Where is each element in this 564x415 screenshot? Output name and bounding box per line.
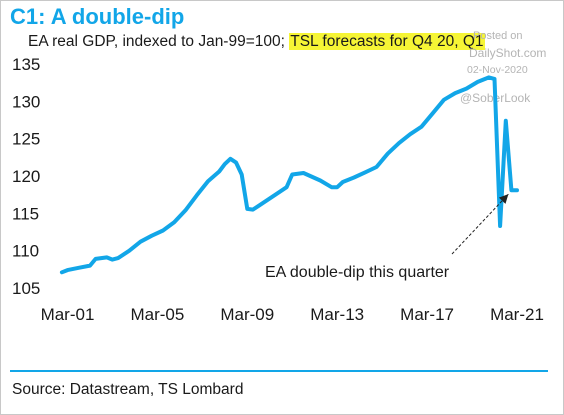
data-point [476,80,479,84]
data-point [274,193,277,196]
annotation-arrow-line [451,193,509,255]
data-point [60,271,64,274]
data-point [352,176,356,179]
y-tick-label: 105 [12,279,40,298]
annotation-arrowhead [498,194,509,204]
data-point [431,112,434,115]
data-point [150,234,153,237]
x-tick-label: Mar-09 [220,305,274,324]
data-point [453,91,457,95]
data-point [493,77,496,81]
data-point [285,186,288,189]
x-tick-label: Mar-13 [310,305,364,324]
data-point [487,76,491,79]
x-tick-label: Mar-17 [400,305,454,324]
x-tick-label: Mar-05 [130,305,184,324]
data-point [510,188,513,192]
watermark-site: DailyShot.com [469,46,547,60]
data-point [515,188,519,192]
data-point [257,204,260,208]
data-point [442,98,446,102]
chart-subtitle: EA real GDP, indexed to Jan-99=100; TSL … [28,33,485,51]
data-point [504,119,507,122]
data-point [291,173,294,176]
data-point [330,186,333,189]
y-tick-label: 135 [12,55,40,74]
x-tick-label: Mar-01 [41,305,95,324]
x-tick-label: Mar-21 [490,305,544,324]
watermark-posted-on: Posted on [473,30,523,42]
data-point [206,180,210,183]
data-point [173,221,176,224]
data-point [246,207,249,211]
plot-area [59,75,519,275]
source-note: Source: Datastream, TS Lombard [12,381,244,398]
data-point [217,170,221,173]
data-point [397,141,401,145]
data-point [251,208,255,211]
data-point [234,161,238,164]
watermark-date: 02-Nov-2020 [467,64,528,76]
footer-rule [10,370,548,372]
data-point [195,194,198,197]
subtitle-text: EA real GDP, indexed to Jan-99=100; [28,33,290,50]
data-point [128,249,131,252]
data-point [335,186,339,189]
data-point [240,173,243,176]
y-axis: 105 110 115 120 125 130 135 [12,55,40,298]
data-point [184,209,187,212]
data-point [302,171,305,175]
chart-title: C1: A double-dip [10,4,185,29]
data-point [88,264,92,267]
data-point [229,157,232,161]
data-point [105,256,109,259]
x-axis: Mar-01 Mar-05 Mar-09 Mar-13 Mar-17 Mar-21 [41,305,544,324]
data-point [465,87,468,90]
data-point [223,162,227,166]
data-point [111,258,114,261]
gdp-series-line [59,75,519,275]
data-point [77,266,80,270]
annotation-layer: EA double-dip this quarter [265,193,509,281]
data-point [161,229,165,232]
data-point [319,179,322,182]
data-point [364,171,367,174]
data-point [341,180,345,184]
data-point [94,257,97,261]
data-point [420,125,423,128]
data-point [498,224,502,228]
annotation-label: EA double-dip this quarter [265,264,450,281]
data-point [386,152,389,155]
y-tick-label: 130 [12,92,40,111]
data-point [116,256,120,260]
data-point [409,132,412,136]
y-tick-label: 115 [12,204,39,223]
y-tick-label: 110 [12,242,39,261]
subtitle-highlight: TSL forecasts for Q4 20, Q1 [289,33,485,50]
y-tick-label: 120 [12,167,40,186]
y-tick-label: 125 [12,130,40,149]
data-point [375,165,378,169]
data-point [66,268,69,272]
data-point [139,240,142,243]
